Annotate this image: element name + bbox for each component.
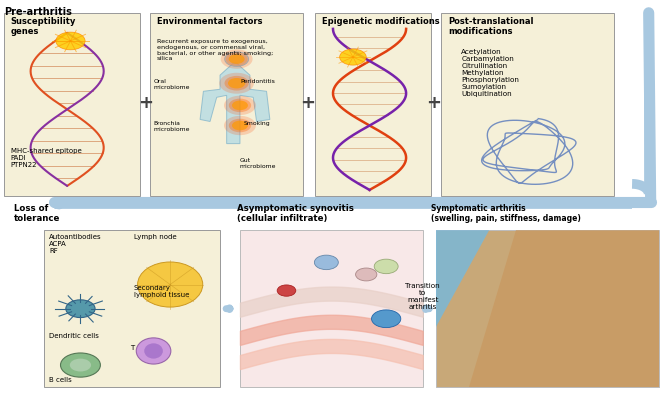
Polygon shape <box>436 230 490 327</box>
Circle shape <box>277 285 296 296</box>
Polygon shape <box>470 230 659 387</box>
Text: Recurrent exposure to exogenous,
endogenous, or commensal viral,
bacterial, or o: Recurrent exposure to exogenous, endogen… <box>157 39 273 61</box>
FancyBboxPatch shape <box>436 230 659 387</box>
Circle shape <box>224 116 256 135</box>
Circle shape <box>232 101 248 110</box>
Circle shape <box>219 73 254 94</box>
Text: Acetylation
Carbamylation
Citrullination
Methylation
Phosphorylation
Sumoylation: Acetylation Carbamylation Citrullination… <box>462 49 519 97</box>
Text: Epigenetic modifications: Epigenetic modifications <box>322 17 440 26</box>
FancyBboxPatch shape <box>151 13 303 196</box>
FancyBboxPatch shape <box>442 13 614 196</box>
Text: Secondary
lymphoid tissue: Secondary lymphoid tissue <box>134 284 189 297</box>
Text: Asymptomatic synovitis
(cellular infiltrate): Asymptomatic synovitis (cellular infiltr… <box>236 204 354 223</box>
FancyBboxPatch shape <box>4 13 141 196</box>
Circle shape <box>229 119 251 132</box>
Circle shape <box>70 359 91 372</box>
Text: B cells: B cells <box>49 377 72 383</box>
Text: +: + <box>300 95 315 112</box>
Text: Post-translational
modifications: Post-translational modifications <box>448 17 533 36</box>
Circle shape <box>61 353 101 377</box>
Text: Loss of
tolerance: Loss of tolerance <box>14 204 61 223</box>
Circle shape <box>232 121 248 130</box>
Text: Smoking: Smoking <box>243 122 270 126</box>
Circle shape <box>224 52 248 66</box>
Text: Environmental factors: Environmental factors <box>157 17 262 26</box>
Text: Gut
microbiome: Gut microbiome <box>240 158 276 168</box>
FancyBboxPatch shape <box>315 13 432 196</box>
Circle shape <box>374 259 398 274</box>
Polygon shape <box>200 63 270 143</box>
Circle shape <box>56 32 85 50</box>
Text: Transition
to
manifest
arthritis: Transition to manifest arthritis <box>406 283 440 310</box>
Circle shape <box>314 255 338 269</box>
Text: Lymph node: Lymph node <box>134 234 176 240</box>
Text: Bronchia
microbiome: Bronchia microbiome <box>154 122 190 132</box>
Circle shape <box>229 99 251 112</box>
Circle shape <box>224 76 248 90</box>
Circle shape <box>228 78 245 88</box>
FancyBboxPatch shape <box>240 230 423 387</box>
Circle shape <box>340 49 366 65</box>
Circle shape <box>226 52 248 66</box>
Text: +: + <box>138 95 153 112</box>
Ellipse shape <box>138 262 202 307</box>
Circle shape <box>356 268 377 281</box>
Text: Dendritic cells: Dendritic cells <box>49 333 99 339</box>
Text: Peridontitis: Peridontitis <box>240 79 275 84</box>
Text: MHC-shared epitope
PADI
PTPN22: MHC-shared epitope PADI PTPN22 <box>11 148 81 168</box>
Text: Oral
microbiome: Oral microbiome <box>154 79 190 90</box>
Text: Symptomatic arthritis
(swelling, pain, stiffness, damage): Symptomatic arthritis (swelling, pain, s… <box>432 204 581 223</box>
Text: +: + <box>426 95 441 112</box>
Ellipse shape <box>137 338 171 364</box>
Circle shape <box>220 49 252 69</box>
Circle shape <box>372 310 401 328</box>
FancyBboxPatch shape <box>44 230 220 387</box>
Circle shape <box>224 96 256 115</box>
Text: T cells: T cells <box>131 345 153 351</box>
Ellipse shape <box>145 343 163 359</box>
Circle shape <box>228 54 244 64</box>
Text: Susceptibility
genes: Susceptibility genes <box>11 17 76 36</box>
Text: Autoantibodies
ACPA
RF: Autoantibodies ACPA RF <box>49 234 102 254</box>
Text: Pre-arthritis: Pre-arthritis <box>4 7 72 17</box>
Circle shape <box>66 300 95 318</box>
